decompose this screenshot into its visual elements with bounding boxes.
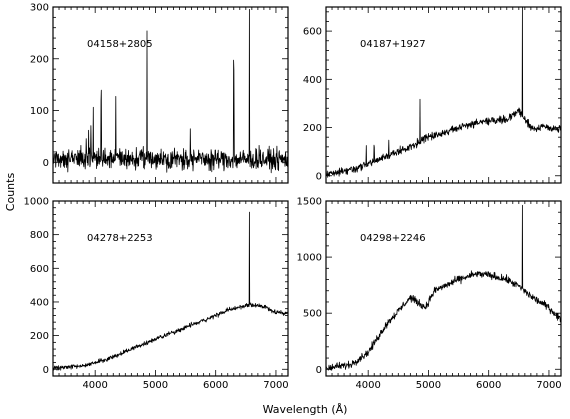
y-tick-label: 0 — [43, 365, 49, 376]
x-tick-label: 4000 — [355, 380, 380, 391]
x-tick-label: 5000 — [143, 380, 168, 391]
panel-bottom-right: 4000 5000 6000 7000 0 500 1000 1500 04298+2246 — [297, 197, 562, 392]
x-tick-label: 6000 — [203, 380, 228, 391]
x-axis-label: Wavelength (Å) — [263, 403, 348, 416]
y-tick-label: 500 — [303, 309, 322, 320]
spectrum-line — [52, 8, 289, 174]
x-tick-label: 5000 — [416, 380, 441, 391]
y-tick-label: 1500 — [297, 197, 322, 208]
y-tick-label: 400 — [303, 75, 322, 86]
y-tick-label: 200 — [303, 123, 322, 134]
y-tick-label: 400 — [30, 297, 49, 308]
panel-frame — [52, 6, 289, 184]
x-tick-label: 7000 — [536, 380, 561, 391]
panel-top-right: 0 200 400 600 04187+1927 — [303, 6, 562, 184]
panel-frame — [52, 200, 289, 377]
y-axis-label: Counts — [4, 173, 17, 212]
panel-frame — [325, 6, 562, 184]
y-tick-label: 200 — [30, 331, 49, 342]
y-tick-label: 100 — [30, 106, 49, 117]
spectrum-line — [325, 204, 562, 371]
x-tick-label: 7000 — [263, 380, 288, 391]
panel-bottom-left: 4000 5000 6000 7000 0 200 400 600 800 1000 04278+2… — [24, 197, 289, 392]
y-tick-label: 600 — [30, 264, 49, 275]
y-tick-label: 800 — [30, 230, 49, 241]
panel-frame — [325, 200, 562, 377]
y-tick-label: 300 — [30, 3, 49, 14]
y-tick-label: 0 — [43, 158, 49, 169]
object-label: 04278+2253 — [87, 233, 153, 244]
object-label: 04187+1927 — [360, 39, 426, 50]
panel-top-left: 0 100 200 300 04158+2805 — [30, 3, 289, 184]
y-tick-label: 200 — [30, 54, 49, 65]
y-tick-label: 1000 — [24, 197, 49, 208]
object-label: 04158+2805 — [87, 39, 153, 50]
y-tick-label: 1000 — [297, 253, 322, 264]
object-label: 04298+2246 — [360, 233, 426, 244]
x-tick-label: 4000 — [82, 380, 107, 391]
x-tick-label: 6000 — [476, 380, 501, 391]
spectrum-line — [52, 211, 289, 371]
y-tick-label: 600 — [303, 27, 322, 38]
y-tick-label: 0 — [316, 171, 322, 182]
spectrum-line — [325, 6, 562, 178]
y-tick-label: 0 — [316, 365, 322, 376]
